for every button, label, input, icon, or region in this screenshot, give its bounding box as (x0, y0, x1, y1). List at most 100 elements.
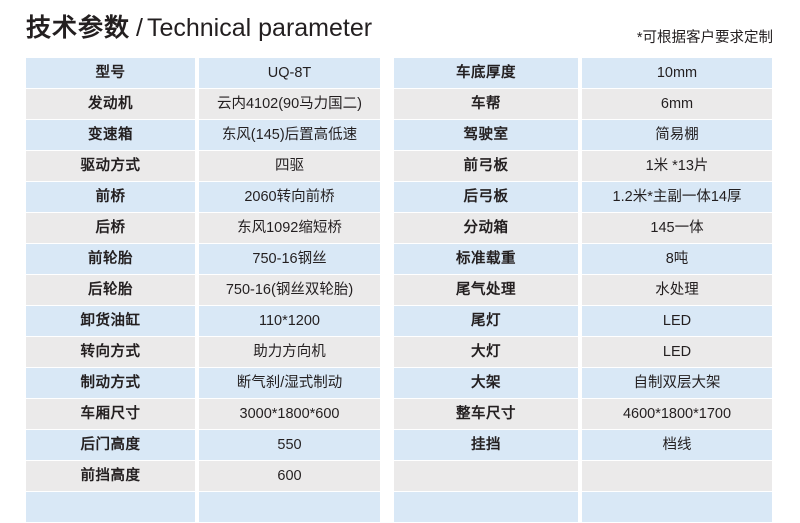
page-title-separator: / (136, 14, 143, 42)
spec-value: 云内4102(90马力国二) (199, 89, 380, 119)
column-divider (195, 151, 199, 181)
table-row: 尾灯 LED (394, 306, 772, 336)
spec-label (394, 492, 578, 522)
right-spec-table: 车底厚度 10mm 车帮 6mm 驾驶室 简易棚 前弓板 1米 *13片 后弓板 1.2米*主副一… (394, 58, 772, 523)
spec-label: 挂挡 (394, 430, 578, 460)
table-row: 前挡高度 600 (26, 461, 380, 491)
table-row: 后桥 东风1092缩短桥 (26, 213, 380, 243)
spec-label: 标准载重 (394, 244, 578, 274)
column-divider (195, 275, 199, 305)
column-divider (578, 275, 582, 305)
table-row (26, 492, 380, 522)
spec-value: 2060转向前桥 (199, 182, 380, 212)
page-title-en: Technical parameter (146, 14, 373, 42)
spec-label: 后轮胎 (26, 275, 195, 305)
table-row: 前桥 2060转向前桥 (26, 182, 380, 212)
column-divider (195, 461, 199, 491)
column-divider (195, 182, 199, 212)
spec-label: 型号 (26, 58, 195, 88)
column-divider (195, 337, 199, 367)
column-divider (195, 120, 199, 150)
table-row: 整车尺寸 4600*1800*1700 (394, 399, 772, 429)
table-row: 大架 自制双层大架 (394, 368, 772, 398)
spec-label: 分动箱 (394, 213, 578, 243)
spec-label: 前轮胎 (26, 244, 195, 274)
spec-value: 自制双层大架 (582, 368, 772, 398)
spec-label: 前挡高度 (26, 461, 195, 491)
table-row: 前弓板 1米 *13片 (394, 151, 772, 181)
column-divider (578, 399, 582, 429)
spec-label: 整车尺寸 (394, 399, 578, 429)
left-spec-table: 型号 UQ-8T 发动机 云内4102(90马力国二) 变速箱 东风(145)后置高低速驱… (26, 58, 380, 523)
column-divider (195, 306, 199, 336)
spec-label: 驾驶室 (394, 120, 578, 150)
spec-value: 东风(145)后置高低速 (199, 120, 380, 150)
spec-label: 发动机 (26, 89, 195, 119)
spec-value: 750-16(钢丝双轮胎) (199, 275, 380, 305)
spec-label: 前桥 (26, 182, 195, 212)
table-row: 转向方式 助力方向机 (26, 337, 380, 367)
column-divider (578, 492, 582, 522)
spec-label: 车底厚度 (394, 58, 578, 88)
table-row: 车帮 6mm (394, 89, 772, 119)
column-divider (578, 89, 582, 119)
table-row: 挂挡 档线 (394, 430, 772, 460)
spec-label: 大灯 (394, 337, 578, 367)
spec-value: 水处理 (582, 275, 772, 305)
spec-value: 档线 (582, 430, 772, 460)
spec-value: 550 (199, 430, 380, 460)
column-divider (578, 461, 582, 491)
spec-label: 尾气处理 (394, 275, 578, 305)
table-row: 车底厚度 10mm (394, 58, 772, 88)
table-row: 大灯 LED (394, 337, 772, 367)
column-divider (578, 213, 582, 243)
table-row: 后门高度 550 (26, 430, 380, 460)
spec-label (26, 492, 195, 522)
table-row (394, 492, 772, 522)
spec-value: 3000*1800*600 (199, 399, 380, 429)
page-title: 技术参数 / Technical parameter (26, 13, 372, 43)
table-row: 卸货油缸 110*1200 (26, 306, 380, 336)
spec-value: 6mm (582, 89, 772, 119)
table-row: 后轮胎 750-16(钢丝双轮胎) (26, 275, 380, 305)
table-row: 制动方式 断气刹/湿式制动 (26, 368, 380, 398)
column-divider (578, 244, 582, 274)
column-divider (578, 151, 582, 181)
table-row (394, 461, 772, 491)
table-row: 后弓板 1.2米*主副一体14厚 (394, 182, 772, 212)
column-divider (578, 306, 582, 336)
table-row: 驾驶室 简易棚 (394, 120, 772, 150)
table-row: 分动箱 145一体 (394, 213, 772, 243)
column-divider (195, 58, 199, 88)
spec-value: 四驱 (199, 151, 380, 181)
column-divider (195, 399, 199, 429)
spec-value: UQ-8T (199, 58, 380, 88)
spec-label: 后桥 (26, 213, 195, 243)
page-header: 技术参数 / Technical parameter *可根据客户要求定制 (0, 0, 800, 58)
spec-value: 4600*1800*1700 (582, 399, 772, 429)
spec-label: 车厢尺寸 (26, 399, 195, 429)
spec-label: 后弓板 (394, 182, 578, 212)
table-row: 变速箱 东风(145)后置高低速 (26, 120, 380, 150)
spec-value: 断气刹/湿式制动 (199, 368, 380, 398)
column-divider (195, 430, 199, 460)
spec-label: 后门高度 (26, 430, 195, 460)
spec-value: 750-16钢丝 (199, 244, 380, 274)
column-divider (578, 182, 582, 212)
table-row: 型号 UQ-8T (26, 58, 380, 88)
page-title-cn: 技术参数 (26, 14, 131, 42)
spec-value: 110*1200 (199, 306, 380, 336)
table-row: 尾气处理 水处理 (394, 275, 772, 305)
spec-label (394, 461, 578, 491)
spec-label: 卸货油缸 (26, 306, 195, 336)
spec-value: LED (582, 306, 772, 336)
column-divider (578, 337, 582, 367)
spec-label: 变速箱 (26, 120, 195, 150)
spec-label: 制动方式 (26, 368, 195, 398)
table-row: 车厢尺寸 3000*1800*600 (26, 399, 380, 429)
spec-value (582, 492, 772, 522)
spec-label: 前弓板 (394, 151, 578, 181)
spec-value (582, 461, 772, 491)
spec-value: 助力方向机 (199, 337, 380, 367)
spec-value: 10mm (582, 58, 772, 88)
